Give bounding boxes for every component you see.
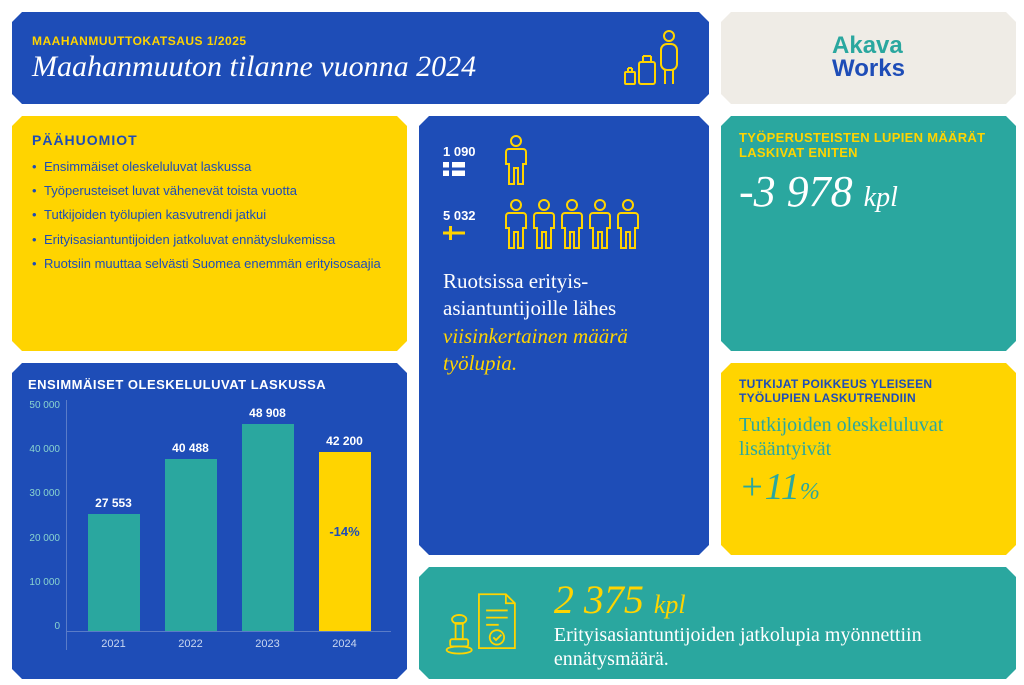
highlight-item: Tutkijoiden työlupien kasvutrendi jatkui — [32, 206, 387, 224]
person-icon — [531, 198, 557, 250]
researchers-stat: TUTKIJAT POIKKEUS YLEISEEN TYÖLUPIEN LAS… — [721, 363, 1016, 555]
chart-y-axis: 010 00020 00030 00040 00050 000 — [28, 400, 66, 650]
header-banner: MAAHANMUUTTOKATSAUS 1/2025 Maahanmuuton … — [12, 12, 709, 104]
header-subtitle: MAAHANMUUTTOKATSAUS 1/2025 — [32, 34, 619, 48]
stat1-value: -3 978 kpl — [739, 166, 998, 217]
chart-bars: 27 553 40 488 48 908 42 200-14% — [67, 400, 391, 632]
chart-card: ENSIMMÄISET OLESKELULUVAT LASKUSSA 010 0… — [12, 363, 407, 679]
chart-bar: 40 488 — [161, 441, 221, 631]
sweden-row: 5 032 — [443, 198, 685, 250]
highlights-card: PÄÄHUOMIOT Ensimmäiset oleskeluluvat las… — [12, 116, 407, 351]
highlights-list: Ensimmäiset oleskeluluvat laskussa Työper… — [32, 158, 387, 273]
chart-bar: 42 200-14% — [315, 434, 375, 631]
highlight-item: Ruotsiin muuttaa selvästi Suomea enemmän… — [32, 255, 387, 273]
highlight-item: Työperusteiset luvat vähenevät toista vu… — [32, 182, 387, 200]
stat2-body: Tutkijoiden oleskelu­luvat lisääntyivät — [739, 413, 998, 461]
finland-row: 1 090 — [443, 134, 685, 186]
chart-plot: 27 553 40 488 48 908 42 200-14% 20212022202… — [66, 400, 391, 650]
stat2-value: +11% — [739, 465, 998, 509]
akava-works-logo: Akava Works — [832, 35, 905, 81]
chart-x-axis: 2021202220232024 — [67, 638, 391, 650]
stamp-document-icon — [443, 583, 524, 663]
header-title: Maahanmuuton tilanne vuonna 2024 — [32, 50, 619, 83]
stat2-lead: TUTKIJAT POIKKEUS YLEISEEN TYÖLUPIEN LAS… — [739, 377, 998, 405]
chart-bar: 27 553 — [84, 496, 144, 631]
chart-bar: 48 908 — [238, 406, 298, 631]
finland-flag-icon — [443, 162, 465, 176]
highlight-item: Ensimmäiset oleskeluluvat laskussa — [32, 158, 387, 176]
person-icon — [615, 198, 641, 250]
logo-box: Akava Works — [721, 12, 1016, 104]
finland-people-icons — [503, 134, 529, 186]
sweden-flag-icon — [443, 226, 465, 240]
bottom-body: Erityisasiantuntijoiden jatkolupia myönn… — [554, 623, 992, 671]
person-icon — [503, 134, 529, 186]
sweden-count: 5 032 — [443, 208, 491, 223]
stat1-lead: TYÖPERUSTEISTEN LUPIEN MÄÄRÄT LASKIVAT E… — [739, 130, 998, 160]
highlights-title: PÄÄHUOMIOT — [32, 132, 387, 148]
highlight-item: Erityisasiantuntijoiden jatkoluvat ennät… — [32, 231, 387, 249]
chart-title: ENSIMMÄISET OLESKELULUVAT LASKUSSA — [28, 377, 391, 392]
finland-count: 1 090 — [443, 144, 491, 159]
comparison-statement: Ruotsissa erityis­asiantuntijoille lähes… — [443, 268, 685, 377]
person-icon — [559, 198, 585, 250]
work-permits-stat: TYÖPERUSTEISTEN LUPIEN MÄÄRÄT LASKIVAT E… — [721, 116, 1016, 351]
bottom-value: 2 375 kpl — [554, 576, 992, 623]
luggage-person-icon — [619, 28, 689, 88]
person-icon — [587, 198, 613, 250]
person-icon — [503, 198, 529, 250]
specialists-stat: 2 375 kpl Erityisasiantuntijoiden jatkol… — [419, 567, 1016, 679]
comparison-card: 1 090 5 032 Ruotsissa erityis — [419, 116, 709, 555]
sweden-people-icons — [503, 198, 641, 250]
